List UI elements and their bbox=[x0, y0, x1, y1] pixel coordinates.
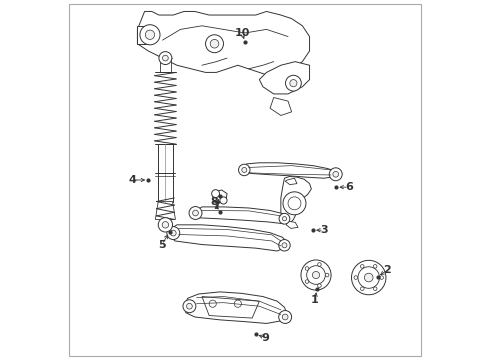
Polygon shape bbox=[242, 163, 338, 178]
Circle shape bbox=[380, 276, 383, 279]
Circle shape bbox=[279, 311, 292, 323]
Circle shape bbox=[282, 217, 287, 221]
Polygon shape bbox=[259, 62, 310, 94]
Circle shape bbox=[305, 280, 309, 283]
Circle shape bbox=[333, 171, 339, 177]
Text: 8: 8 bbox=[211, 197, 219, 207]
Text: 4: 4 bbox=[128, 175, 136, 185]
Polygon shape bbox=[158, 144, 172, 202]
Polygon shape bbox=[137, 12, 310, 76]
Text: 7: 7 bbox=[213, 201, 220, 211]
Circle shape bbox=[282, 243, 287, 248]
Circle shape bbox=[193, 210, 198, 216]
Circle shape bbox=[146, 30, 155, 40]
Circle shape bbox=[282, 314, 288, 320]
Circle shape bbox=[162, 222, 169, 228]
Circle shape bbox=[283, 192, 306, 215]
Circle shape bbox=[354, 276, 358, 279]
Circle shape bbox=[305, 267, 309, 270]
Polygon shape bbox=[281, 176, 311, 222]
Text: 2: 2 bbox=[383, 265, 391, 275]
Text: 3: 3 bbox=[320, 225, 328, 235]
Circle shape bbox=[183, 300, 196, 313]
Circle shape bbox=[239, 164, 250, 176]
Circle shape bbox=[290, 80, 297, 87]
Circle shape bbox=[140, 25, 160, 45]
Polygon shape bbox=[192, 207, 288, 224]
Circle shape bbox=[220, 197, 227, 204]
Circle shape bbox=[171, 230, 176, 236]
Text: 10: 10 bbox=[234, 28, 250, 38]
Circle shape bbox=[163, 55, 168, 61]
Circle shape bbox=[351, 260, 386, 295]
Polygon shape bbox=[160, 58, 171, 72]
Polygon shape bbox=[155, 202, 175, 220]
Circle shape bbox=[358, 267, 379, 288]
Circle shape bbox=[212, 190, 220, 198]
Circle shape bbox=[329, 168, 342, 181]
Circle shape bbox=[279, 239, 290, 251]
Circle shape bbox=[318, 263, 321, 266]
Polygon shape bbox=[213, 190, 227, 203]
Circle shape bbox=[361, 287, 364, 291]
Circle shape bbox=[159, 51, 172, 64]
Circle shape bbox=[307, 266, 325, 284]
Polygon shape bbox=[202, 297, 259, 318]
Circle shape bbox=[187, 303, 192, 309]
Circle shape bbox=[301, 260, 331, 290]
Circle shape bbox=[313, 271, 319, 279]
Circle shape bbox=[242, 167, 247, 172]
Polygon shape bbox=[169, 225, 287, 251]
Circle shape bbox=[318, 284, 321, 287]
Polygon shape bbox=[285, 178, 297, 185]
Text: 6: 6 bbox=[345, 182, 353, 192]
Circle shape bbox=[205, 35, 223, 53]
Circle shape bbox=[373, 287, 377, 291]
Text: 5: 5 bbox=[158, 239, 166, 249]
Circle shape bbox=[158, 218, 172, 232]
Polygon shape bbox=[286, 221, 298, 228]
Circle shape bbox=[288, 197, 301, 210]
Text: 9: 9 bbox=[262, 333, 270, 343]
Circle shape bbox=[286, 75, 301, 91]
Circle shape bbox=[279, 213, 290, 224]
Circle shape bbox=[325, 273, 329, 277]
Circle shape bbox=[365, 273, 373, 282]
Circle shape bbox=[210, 40, 219, 48]
Circle shape bbox=[234, 300, 242, 307]
Circle shape bbox=[361, 265, 364, 268]
Circle shape bbox=[167, 226, 180, 239]
Circle shape bbox=[189, 207, 202, 220]
Polygon shape bbox=[270, 98, 292, 116]
Polygon shape bbox=[184, 292, 287, 323]
Circle shape bbox=[209, 300, 216, 307]
Circle shape bbox=[373, 265, 377, 268]
Text: 1: 1 bbox=[311, 295, 319, 305]
Polygon shape bbox=[137, 26, 148, 44]
